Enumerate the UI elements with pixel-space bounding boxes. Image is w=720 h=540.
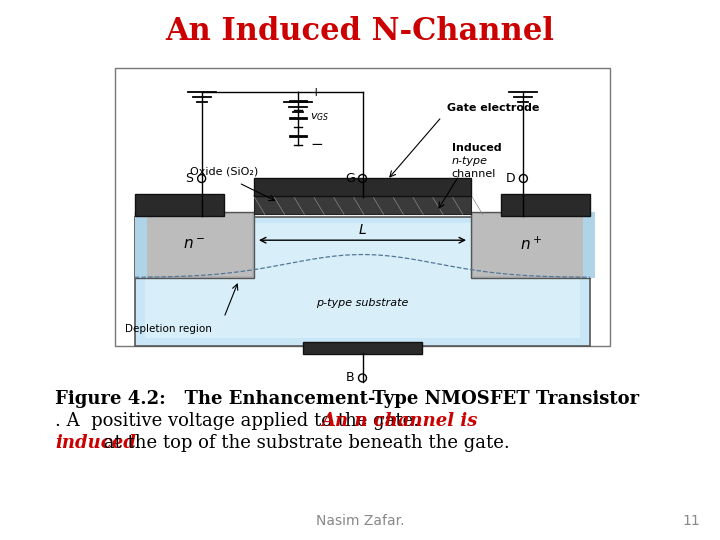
Bar bbox=[145, 223, 580, 338]
Bar bbox=[135, 217, 590, 346]
Bar bbox=[582, 212, 595, 278]
Text: An Induced N-Channel: An Induced N-Channel bbox=[166, 17, 554, 48]
Text: D: D bbox=[505, 172, 516, 185]
Text: S: S bbox=[186, 172, 194, 185]
Bar bbox=[115, 68, 610, 346]
Text: Oxide (SiO₂): Oxide (SiO₂) bbox=[190, 166, 258, 177]
Text: G: G bbox=[345, 172, 354, 185]
Text: p-type substrate: p-type substrate bbox=[316, 298, 409, 308]
Text: Depletion region: Depletion region bbox=[125, 324, 212, 334]
Text: Induced: Induced bbox=[451, 143, 501, 153]
Bar bbox=[472, 212, 590, 278]
Text: $n^+$: $n^+$ bbox=[520, 236, 542, 253]
Text: at the top of the substrate beneath the gate.: at the top of the substrate beneath the … bbox=[99, 434, 510, 452]
Text: channel: channel bbox=[451, 170, 496, 179]
Text: An n channel is: An n channel is bbox=[322, 412, 478, 430]
Text: B: B bbox=[346, 372, 354, 384]
Bar bbox=[135, 212, 147, 278]
Text: Gate electrode: Gate electrode bbox=[446, 103, 539, 113]
Text: induced: induced bbox=[55, 434, 136, 452]
Text: $v_{GS}$: $v_{GS}$ bbox=[310, 112, 330, 124]
Text: L: L bbox=[359, 223, 366, 237]
Bar bbox=[474, 213, 588, 275]
Bar bbox=[253, 179, 472, 196]
Text: Figure 4.2:   The Enhancement-Type NMOSFET Transistor: Figure 4.2: The Enhancement-Type NMOSFET… bbox=[55, 390, 639, 408]
Bar bbox=[135, 212, 253, 278]
Bar bbox=[303, 342, 422, 354]
Bar bbox=[135, 194, 224, 216]
Text: Nasim Zafar.: Nasim Zafar. bbox=[316, 514, 404, 528]
Text: +: + bbox=[310, 86, 321, 99]
Text: −: − bbox=[310, 137, 323, 152]
Bar bbox=[253, 195, 472, 214]
Text: 11: 11 bbox=[683, 514, 700, 528]
Bar bbox=[137, 213, 251, 275]
Bar bbox=[501, 194, 590, 216]
Text: . A  positive voltage applied to the gate.: . A positive voltage applied to the gate… bbox=[55, 412, 425, 430]
Text: $n^-$: $n^-$ bbox=[183, 237, 205, 252]
Text: n-type: n-type bbox=[451, 157, 487, 166]
